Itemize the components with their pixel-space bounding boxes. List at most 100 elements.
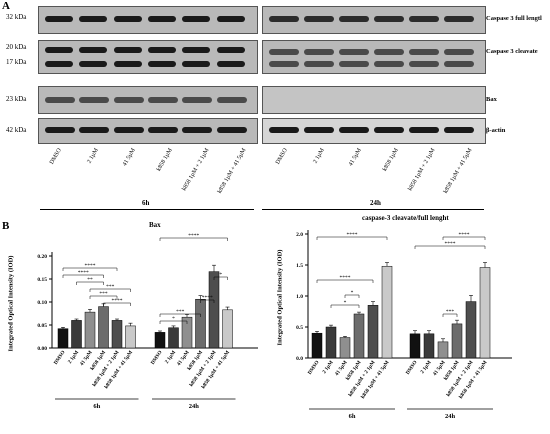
lane-label: k858 1µM + 2 1µM [181,147,211,193]
lane-label: k858 1µM + 2 1µM [407,147,437,193]
blot-band [269,127,299,133]
y-tick-label: 0.05 [37,323,47,329]
blot-actin-6h [38,118,258,144]
bar [353,313,365,359]
bar [71,320,82,349]
group-label: 24h [445,413,456,420]
mw-label: 32 kDa [6,13,27,21]
blot-band [339,49,369,55]
significance-bracket [442,313,458,317]
lane-label: 41 5µM [347,147,363,168]
lane-label: k858 1µM + 41 5µM [216,147,248,195]
blot-band [148,127,178,133]
significance-bracket [316,236,388,240]
blot-band [304,16,334,22]
significance-bracket [316,279,374,283]
blot-band [182,47,211,53]
mw-label: 42 kDa [6,126,27,134]
blot-band [45,127,75,133]
bar [423,333,435,359]
bar [111,320,123,349]
bar [57,328,69,349]
significance-bracket [62,274,104,278]
blot-band [374,127,404,133]
bar [325,326,337,359]
lane-label: k858 1µM [381,147,400,173]
mw-label: 17 kDa [6,58,27,66]
y-tick-label: 1.5 [296,263,303,269]
blot-caspase3-cleaved-6h [38,40,258,74]
blot-band [444,127,474,133]
bar [195,298,206,349]
group-label-24h: 24h [370,199,381,207]
blot-band [148,16,176,22]
significance-label: **** [112,298,123,304]
significance-bracket [344,294,360,298]
significance-label: *** [176,309,185,315]
blot-band [444,61,474,67]
blot-band [79,61,108,67]
chart-bax-title: Bax [149,221,161,229]
bar [339,337,351,359]
blot-band [304,127,334,133]
bar [437,341,449,359]
y-tick-label: 0.00 [37,346,47,352]
blot-band [113,127,144,133]
chart-caspase-title: caspase-3 cleavate/full lenght [362,214,449,222]
panel-b-label: B [2,220,10,232]
y-tick-label: 0.20 [37,254,47,260]
category-label: DMSO [150,350,164,366]
group-label: 6h [93,403,100,410]
significance-label: **** [445,241,456,247]
category-label: 2 1µM [164,350,177,365]
significance-bracket [89,295,118,299]
significance-label: * [351,290,354,296]
significance-label: **** [202,295,213,301]
blot-band [45,97,75,103]
blot-band [45,16,73,22]
group-line-6h [40,209,254,210]
bar [98,306,109,349]
category-label: DMSO [405,360,419,376]
bar [409,333,421,359]
blot-band [374,16,404,22]
bar [168,327,179,349]
panel-a-label: A [2,0,10,12]
blot-band [216,61,245,67]
blot-band [113,97,144,103]
significance-bracket [200,299,215,303]
bar [125,325,136,349]
bar [381,265,393,359]
bar [451,323,463,359]
blot-band [182,16,211,22]
bar [367,305,379,359]
blot-caspase3-full-6h [38,6,258,34]
bar [311,332,323,359]
bar [465,301,477,359]
blot-band [409,61,439,67]
bar [222,309,233,349]
blot-band [113,47,142,53]
category-label: 2 1µM [321,360,334,375]
significance-label: * [344,300,347,306]
blot-actin-24h [262,118,486,144]
blot-band [45,61,73,67]
lane-label: 41 5µM [121,147,137,168]
significance-bracket [103,302,131,306]
blot-band [79,47,108,53]
significance-bracket [330,304,360,308]
significance-label: * [172,316,175,322]
blot-band [409,127,439,133]
y-tick-label: 0.15 [37,277,47,283]
blot-band [182,61,211,67]
blot-band [148,61,176,67]
protein-label: β-actin [486,127,506,134]
blot-caspase3-full-24h [262,6,486,34]
significance-label: *** [446,309,455,315]
group-line-24h [262,209,484,210]
blot-band [444,16,474,22]
significance-bracket [89,288,131,292]
bar [84,311,96,349]
blot-bax-6h [38,86,258,114]
blot-caspase3-cleaved-24h [262,40,486,74]
